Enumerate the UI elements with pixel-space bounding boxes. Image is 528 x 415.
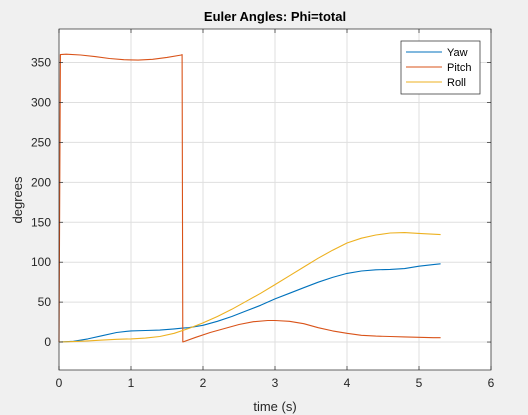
y-axis-ticks: 0 50 100 150 200 250 300 350 (31, 56, 491, 349)
legend-entry: Roll (447, 77, 466, 89)
x-tick-label: 2 (200, 376, 207, 390)
series-lines (58, 53, 441, 343)
x-axis-label: time (s) (253, 399, 296, 414)
y-tick-label: 200 (31, 175, 51, 189)
y-tick-label: 150 (31, 215, 51, 229)
y-tick-label: 350 (31, 56, 51, 70)
y-tick-label: 50 (38, 295, 52, 309)
series-line-roll (58, 232, 441, 343)
x-tick-label: 0 (56, 376, 63, 390)
y-tick-label: 250 (31, 135, 51, 149)
x-tick-label: 1 (128, 376, 135, 390)
series-line-pitch (58, 53, 441, 343)
legend-entry: Yaw (447, 47, 468, 59)
legend: Yaw Pitch Roll (400, 40, 481, 95)
series-line-yaw (58, 263, 441, 343)
x-axis-ticks: 0 1 2 3 4 5 6 (56, 29, 495, 390)
x-tick-label: 4 (344, 376, 351, 390)
y-tick-label: 100 (31, 255, 51, 269)
x-tick-label: 6 (488, 376, 495, 390)
x-tick-label: 3 (272, 376, 279, 390)
y-tick-label: 0 (44, 335, 51, 349)
legend-entry: Pitch (447, 62, 471, 74)
chart-title: Euler Angles: Phi=total (204, 9, 346, 24)
y-axis-label: degrees (10, 176, 25, 223)
x-tick-label: 5 (416, 376, 423, 390)
y-tick-label: 300 (31, 95, 51, 109)
